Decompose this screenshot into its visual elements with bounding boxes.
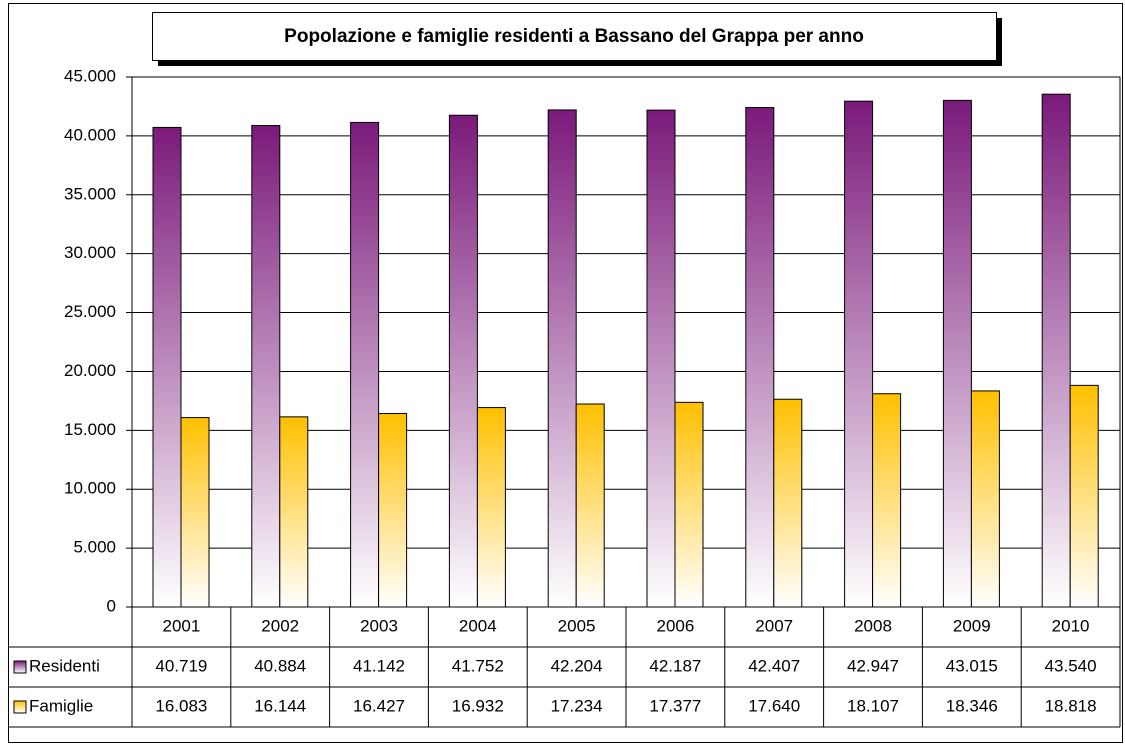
y-tick-label: 25.000 xyxy=(64,302,116,321)
table-value: 40.719 xyxy=(155,656,207,675)
legend-key xyxy=(13,700,27,714)
x-tick-label: 2002 xyxy=(261,616,299,635)
bar xyxy=(674,401,704,608)
bar xyxy=(180,417,210,608)
bar xyxy=(1041,93,1071,608)
chart-title: Popolazione e famiglie residenti a Bassa… xyxy=(284,26,864,47)
bar xyxy=(844,100,874,608)
bar xyxy=(646,109,676,608)
y-tick-label: 5.000 xyxy=(73,538,116,557)
bar xyxy=(872,393,902,608)
x-tick-label: 2009 xyxy=(953,616,991,635)
y-tick-label: 20.000 xyxy=(64,361,116,380)
table-value: 16.427 xyxy=(353,696,405,715)
y-tick-label: 45.000 xyxy=(64,66,116,85)
table-value: 16.144 xyxy=(254,696,306,715)
bar xyxy=(942,99,972,608)
x-tick-label: 2006 xyxy=(656,616,694,635)
bar xyxy=(476,407,506,608)
bar xyxy=(745,107,775,608)
table-value: 43.540 xyxy=(1045,656,1097,675)
table-value: 43.015 xyxy=(946,656,998,675)
table-value: 40.884 xyxy=(254,656,306,675)
bar xyxy=(773,398,803,608)
y-tick-label: 15.000 xyxy=(64,420,116,439)
bar xyxy=(279,416,309,608)
table-value: 17.640 xyxy=(748,696,800,715)
bar xyxy=(575,403,605,608)
legend-label: Residenti xyxy=(29,656,100,675)
y-tick-label: 40.000 xyxy=(64,125,116,144)
x-tick-label: 2005 xyxy=(558,616,596,635)
table-value: 42.407 xyxy=(748,656,800,675)
bar xyxy=(251,124,281,608)
legend-key xyxy=(13,660,27,674)
table-value: 42.947 xyxy=(847,656,899,675)
table-value: 41.142 xyxy=(353,656,405,675)
y-tick-label: 30.000 xyxy=(64,243,116,262)
x-tick-label: 2008 xyxy=(854,616,892,635)
table-value: 18.346 xyxy=(946,696,998,715)
legend-label: Famiglie xyxy=(29,696,93,715)
bar xyxy=(970,390,1000,608)
table-value: 42.187 xyxy=(649,656,701,675)
y-tick-label: 35.000 xyxy=(64,184,116,203)
table-value: 18.107 xyxy=(847,696,899,715)
y-tick-label: 0 xyxy=(107,596,116,615)
bar xyxy=(1069,384,1099,608)
x-tick-label: 2001 xyxy=(162,616,200,635)
table-value: 16.932 xyxy=(452,696,504,715)
x-tick-label: 2003 xyxy=(360,616,398,635)
bar xyxy=(152,126,182,608)
title-box xyxy=(152,12,997,61)
x-tick-label: 2007 xyxy=(755,616,793,635)
table-value: 41.752 xyxy=(452,656,504,675)
bar xyxy=(448,114,478,608)
table-value: 42.204 xyxy=(551,656,603,675)
bar xyxy=(378,413,408,608)
table-value: 17.234 xyxy=(551,696,603,715)
table-value: 17.377 xyxy=(649,696,701,715)
table-value: 16.083 xyxy=(155,696,207,715)
bar xyxy=(350,121,380,608)
y-tick-label: 10.000 xyxy=(64,479,116,498)
table-value: 18.818 xyxy=(1045,696,1097,715)
x-tick-label: 2010 xyxy=(1052,616,1090,635)
bar xyxy=(547,109,577,608)
x-tick-label: 2004 xyxy=(459,616,497,635)
